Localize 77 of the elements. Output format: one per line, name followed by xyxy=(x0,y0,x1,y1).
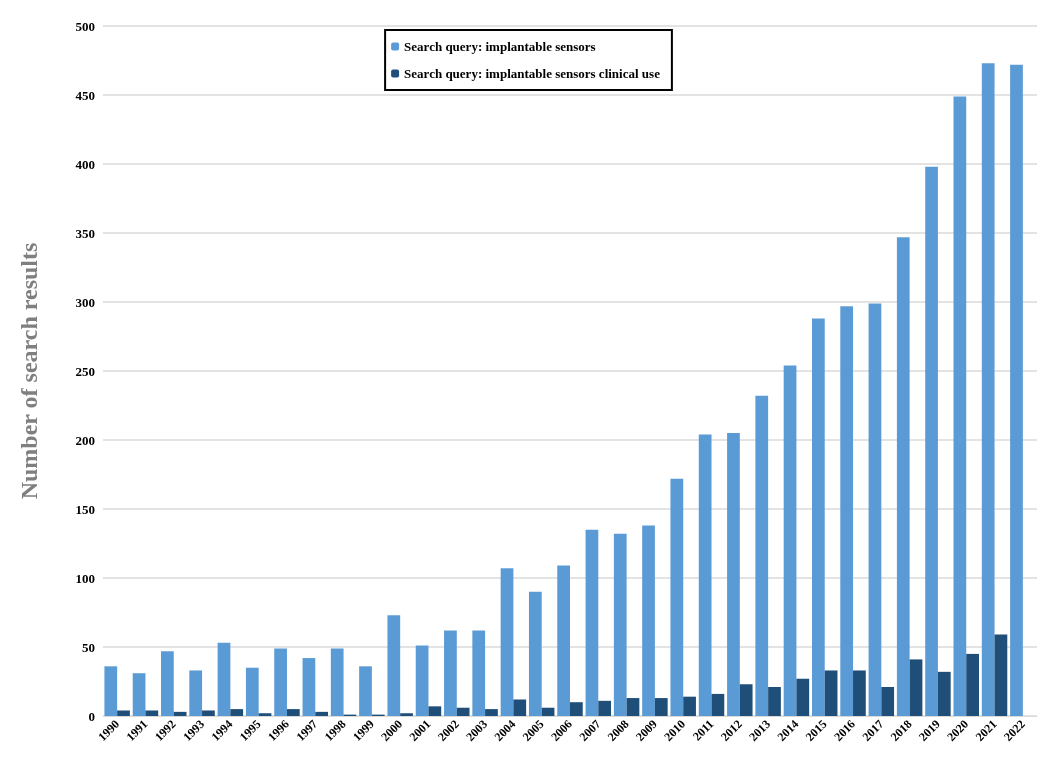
bar xyxy=(811,318,825,716)
bar xyxy=(485,709,498,716)
bar xyxy=(868,303,882,716)
y-tick-label: 250 xyxy=(75,363,95,379)
y-tick-label: 150 xyxy=(75,501,95,517)
bar xyxy=(840,306,854,716)
bar xyxy=(189,670,203,716)
bar xyxy=(245,667,259,716)
bar xyxy=(698,434,712,716)
bar xyxy=(925,166,938,716)
bar xyxy=(230,709,244,716)
bar xyxy=(739,684,753,716)
bar xyxy=(1010,64,1023,716)
bar xyxy=(557,565,570,716)
bar xyxy=(444,630,457,716)
bar xyxy=(711,693,725,716)
bar xyxy=(881,687,895,716)
bar xyxy=(768,687,781,716)
bar xyxy=(315,711,329,716)
bar xyxy=(387,615,401,716)
bar xyxy=(613,533,627,716)
bar xyxy=(202,710,215,716)
bar xyxy=(598,700,612,716)
bar xyxy=(145,710,159,716)
bar xyxy=(896,237,910,716)
bar xyxy=(670,478,684,716)
bar xyxy=(173,711,187,716)
bar xyxy=(456,707,470,716)
bar xyxy=(258,713,272,716)
bar xyxy=(428,706,442,716)
bar xyxy=(330,648,344,716)
y-tick-label: 300 xyxy=(75,294,95,310)
y-tick-label: 200 xyxy=(75,432,95,448)
bar xyxy=(400,713,413,716)
bar xyxy=(937,671,951,716)
bar xyxy=(642,525,655,716)
bar xyxy=(161,651,174,716)
bar xyxy=(994,634,1008,716)
y-tick-label: 50 xyxy=(82,639,95,655)
bar xyxy=(783,365,797,716)
bar xyxy=(981,63,995,716)
bar xyxy=(953,96,967,716)
bar xyxy=(513,699,527,716)
y-tick-label: 500 xyxy=(75,18,95,34)
y-tick-label: 400 xyxy=(75,156,95,172)
bar xyxy=(117,710,130,716)
bar xyxy=(824,670,838,716)
y-tick-label: 350 xyxy=(75,225,95,241)
bar xyxy=(853,670,866,716)
bar xyxy=(359,666,372,716)
bar xyxy=(132,673,146,716)
bar xyxy=(727,433,740,716)
bar xyxy=(528,591,542,716)
bar xyxy=(286,709,300,716)
legend-label: Search query: implantable sensors xyxy=(404,39,596,54)
bar xyxy=(909,659,923,716)
bar xyxy=(796,678,810,716)
bar xyxy=(274,648,287,716)
bar xyxy=(217,642,231,716)
bar xyxy=(585,529,599,716)
bar xyxy=(654,698,668,716)
bar xyxy=(472,630,486,716)
bar xyxy=(541,707,555,716)
bar xyxy=(966,653,979,716)
bar xyxy=(626,698,640,716)
bar xyxy=(415,645,429,716)
legend-label: Search query: implantable sensors clinical use xyxy=(404,66,661,81)
bar xyxy=(104,666,118,716)
bar xyxy=(500,568,514,716)
bar xyxy=(570,702,583,716)
bar xyxy=(755,395,769,716)
y-tick-label: 0 xyxy=(88,708,95,724)
y-axis-title: Number of search results xyxy=(16,242,42,500)
bar xyxy=(683,696,696,716)
y-tick-label: 450 xyxy=(75,87,95,103)
bar xyxy=(302,658,316,716)
y-tick-label: 100 xyxy=(75,570,95,586)
